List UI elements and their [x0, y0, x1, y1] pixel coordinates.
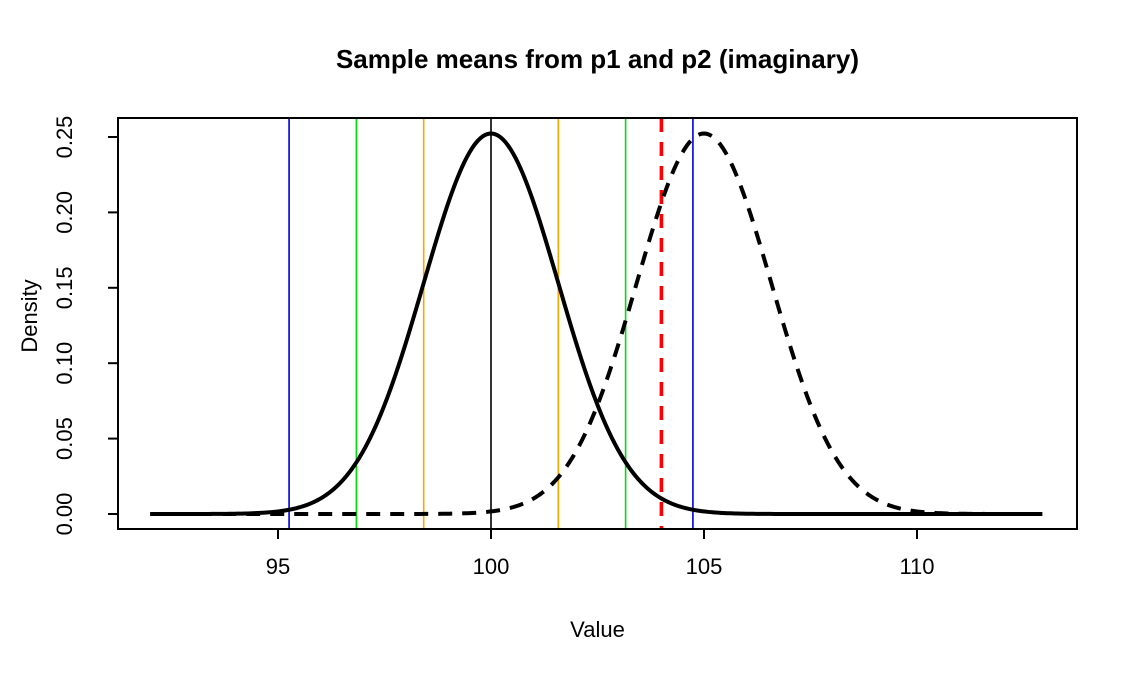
- chart-title: Sample means from p1 and p2 (imaginary): [335, 44, 860, 74]
- density-curve-p1-solid: [150, 131, 1043, 516]
- density-curve-p2-dashed: [150, 131, 1043, 516]
- plot-box: [117, 117, 1078, 530]
- x-tick-label-100: 100: [473, 554, 510, 579]
- x-tick-label-95: 95: [266, 554, 290, 579]
- x-axis-label: Value: [570, 617, 625, 642]
- y-tick-label-0.15: 0.15: [52, 266, 77, 309]
- x-tick-label-105: 105: [686, 554, 723, 579]
- y-tick-label-0.00: 0.00: [52, 493, 77, 536]
- y-tick-label-0.05: 0.05: [52, 417, 77, 460]
- x-tick-label-110: 110: [899, 554, 934, 579]
- y-tick-label-0.25: 0.25: [52, 116, 77, 159]
- y-tick-label-0.10: 0.10: [52, 342, 77, 385]
- y-tick-label-0.20: 0.20: [52, 191, 77, 234]
